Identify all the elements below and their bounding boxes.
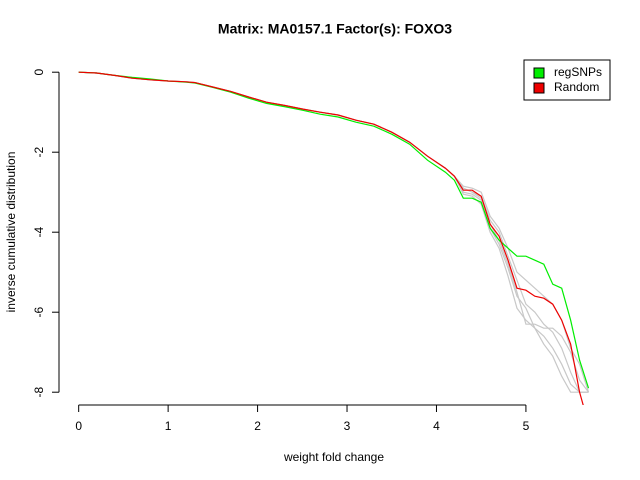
y-tick-label: -6 [32,307,46,318]
random-line [78,71,590,393]
x-tick-label: 4 [433,419,440,433]
y-tick-label: 0 [32,69,46,76]
y-axis-label: inverse cumulative distribution [4,152,18,313]
plot-area [78,71,590,405]
random-line [78,71,589,393]
chart-title: Matrix: MA0157.1 Factor(s): FOXO3 [218,21,452,37]
legend-swatch [533,82,545,94]
x-tick-label: 0 [75,419,82,433]
y-tick-label: -8 [32,387,46,398]
x-tick-label: 3 [344,419,351,433]
random-line [78,71,589,393]
legend-label: Random [554,80,599,94]
y-tick-label: -4 [32,227,46,238]
y-tick-label: -2 [32,147,46,158]
x-axis-label: weight fold change [283,450,384,464]
x-tick-label: 5 [523,419,530,433]
series-line [78,71,590,389]
random-line [78,71,589,393]
legend-label: regSNPs [554,65,602,79]
x-tick-label: 2 [254,419,261,433]
legend-swatch [533,67,545,79]
random-line [78,71,590,393]
series-line [78,71,584,405]
x-tick-label: 1 [165,419,172,433]
